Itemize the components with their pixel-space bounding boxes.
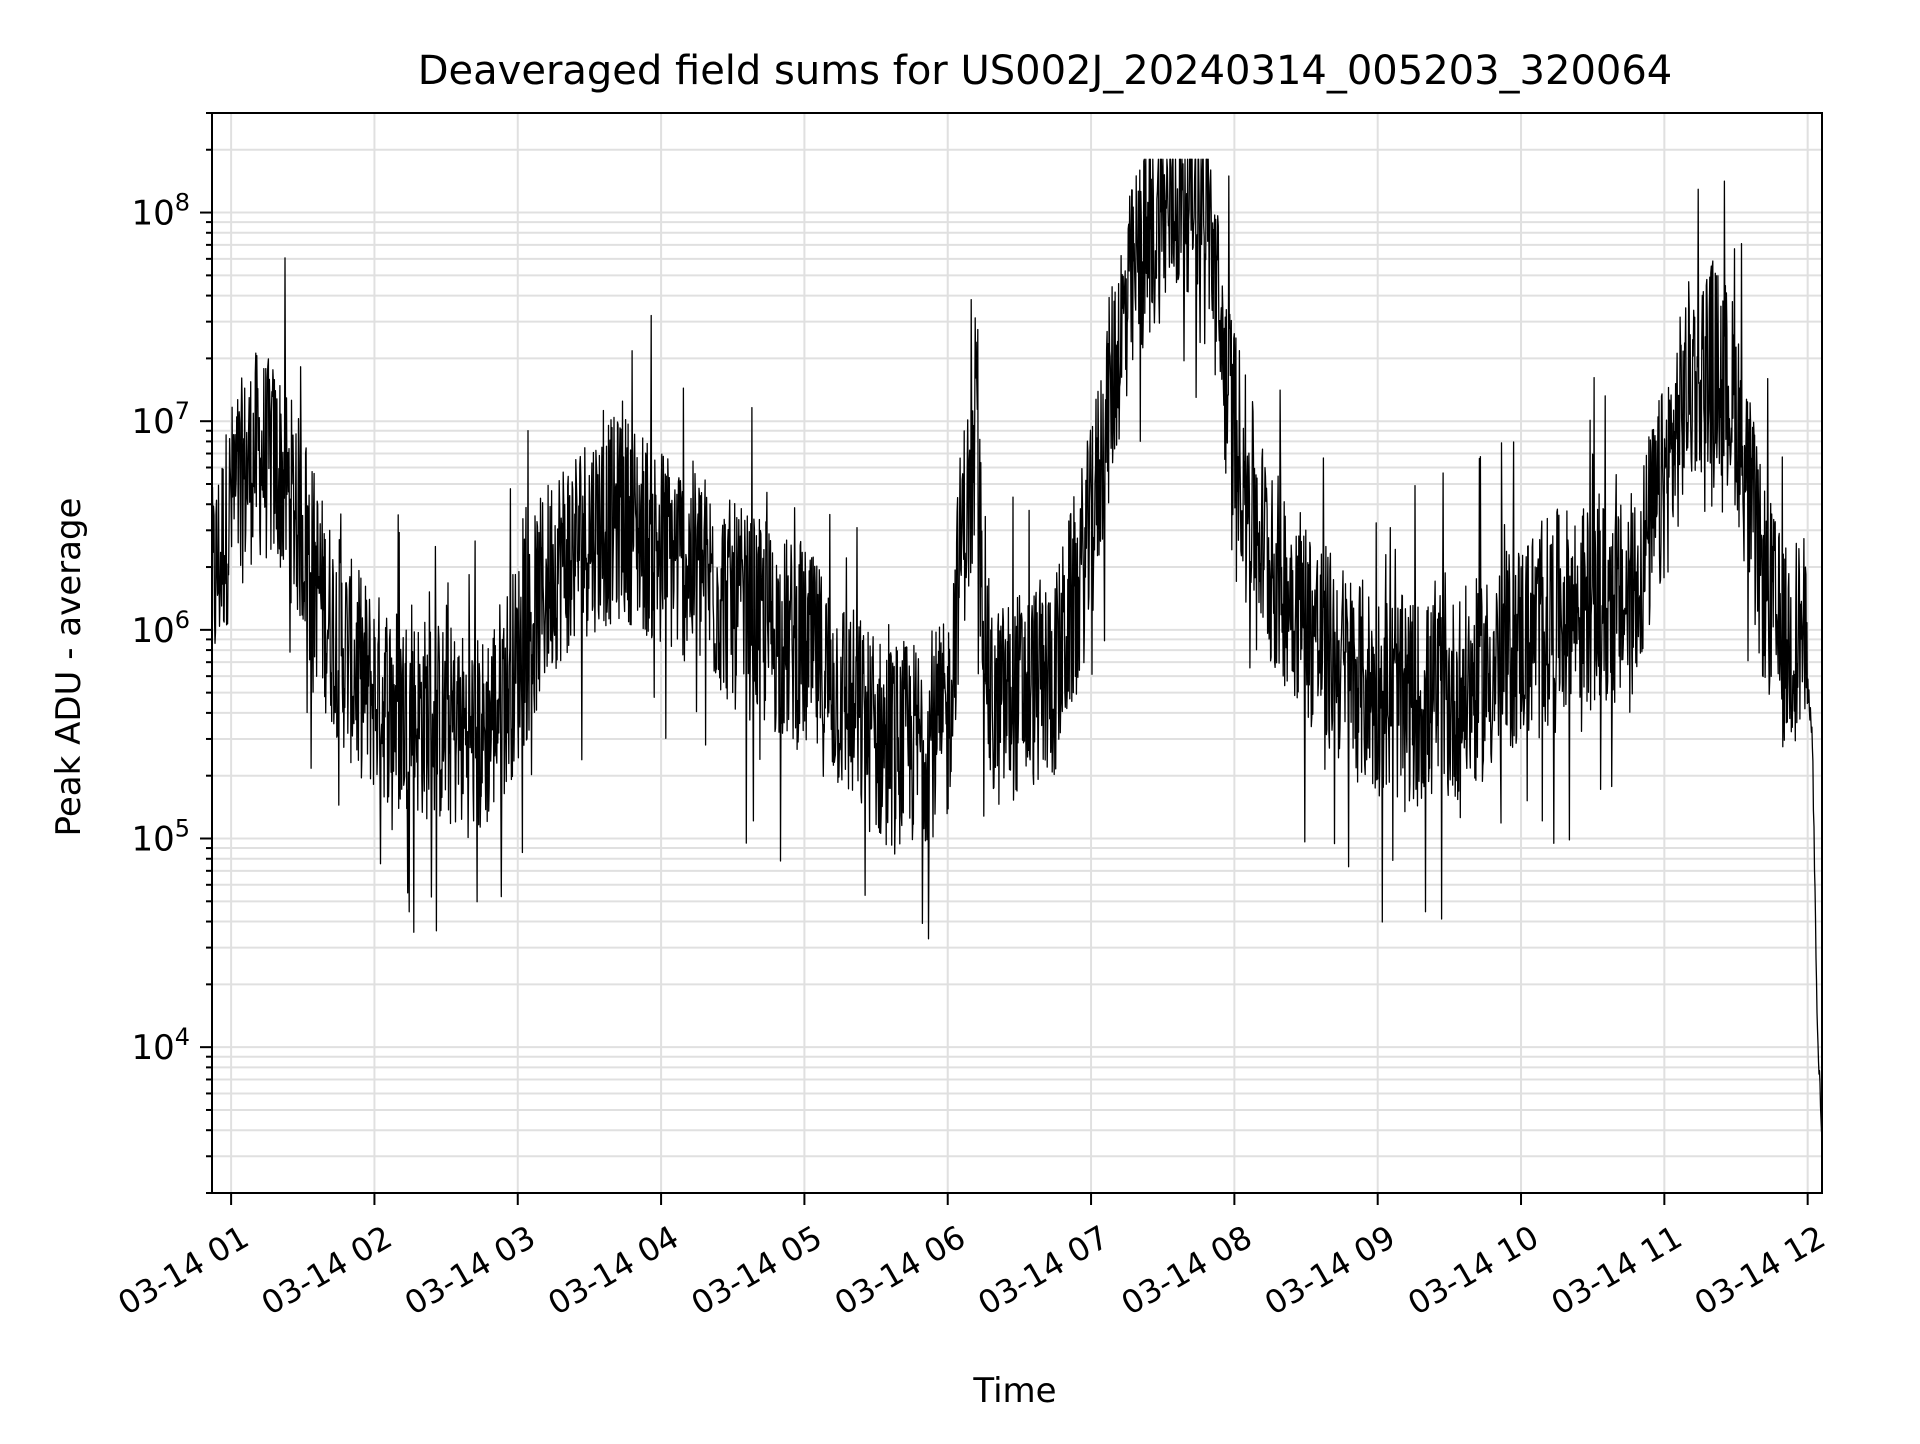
x-axis-label: Time xyxy=(972,1371,1056,1411)
data-series-line xyxy=(211,158,1823,1136)
y-axis-label: Peak ADU - average xyxy=(49,498,89,837)
plot-frame xyxy=(211,112,1823,1194)
y-tick-label: 105 xyxy=(131,815,190,860)
y-tick-label: 106 xyxy=(131,606,190,651)
y-tick-label: 108 xyxy=(131,189,190,234)
y-tick-label: 107 xyxy=(131,397,190,442)
y-tick-label: 104 xyxy=(131,1023,190,1068)
series-layer xyxy=(211,158,1823,1136)
chart-title: Deaveraged field sums for US002J_2024031… xyxy=(418,48,1673,94)
